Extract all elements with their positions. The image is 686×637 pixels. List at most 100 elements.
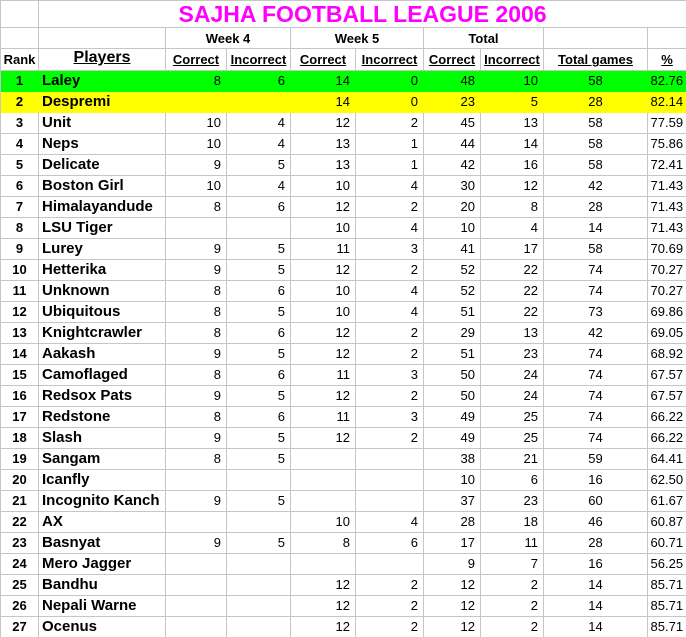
week4-correct-cell[interactable]: 9 <box>166 154 227 176</box>
player-name-cell[interactable]: Laley <box>39 70 166 92</box>
total-correct-cell[interactable]: 10 <box>424 217 481 239</box>
week5-incorrect-cell[interactable]: 2 <box>356 343 424 365</box>
week4-correct-cell[interactable] <box>166 574 227 596</box>
week4-incorrect-header[interactable]: Incorrect <box>227 49 291 71</box>
rank-cell[interactable]: 1 <box>1 70 39 92</box>
total-correct-cell[interactable]: 12 <box>424 616 481 637</box>
week5-correct-cell[interactable]: 11 <box>291 406 356 428</box>
week5-incorrect-cell[interactable]: 4 <box>356 175 424 197</box>
week4-group-header[interactable]: Week 4 <box>166 28 291 50</box>
player-name-cell[interactable]: Boston Girl <box>39 175 166 197</box>
total-incorrect-cell[interactable]: 18 <box>481 511 544 533</box>
week5-incorrect-cell[interactable] <box>356 448 424 470</box>
player-name-cell[interactable]: AX <box>39 511 166 533</box>
total-incorrect-cell[interactable]: 13 <box>481 322 544 344</box>
week4-correct-cell[interactable]: 9 <box>166 385 227 407</box>
total-correct-cell[interactable]: 49 <box>424 406 481 428</box>
total-incorrect-cell[interactable]: 22 <box>481 280 544 302</box>
week5-incorrect-header[interactable]: Incorrect <box>356 49 424 71</box>
week4-correct-cell[interactable]: 8 <box>166 406 227 428</box>
week4-incorrect-cell[interactable]: 5 <box>227 385 291 407</box>
total-incorrect-cell[interactable]: 2 <box>481 616 544 637</box>
week5-incorrect-cell[interactable]: 2 <box>356 112 424 134</box>
week4-correct-cell[interactable]: 10 <box>166 175 227 197</box>
rank-cell[interactable]: 25 <box>1 574 39 596</box>
week5-correct-cell[interactable]: 11 <box>291 364 356 386</box>
week4-correct-cell[interactable] <box>166 469 227 491</box>
week5-correct-cell[interactable]: 12 <box>291 343 356 365</box>
total-games-cell[interactable]: 14 <box>544 595 648 617</box>
total-correct-cell[interactable]: 12 <box>424 595 481 617</box>
week5-incorrect-cell[interactable] <box>356 490 424 512</box>
total-games-cell[interactable]: 42 <box>544 322 648 344</box>
week4-incorrect-cell[interactable]: 6 <box>227 70 291 92</box>
week4-correct-cell[interactable]: 8 <box>166 364 227 386</box>
total-correct-cell[interactable]: 42 <box>424 154 481 176</box>
player-name-cell[interactable]: Unit <box>39 112 166 134</box>
percent-cell[interactable]: 61.67 <box>648 491 686 512</box>
week4-incorrect-cell[interactable] <box>227 511 291 533</box>
empty-cell[interactable] <box>1 28 39 50</box>
week4-incorrect-cell[interactable]: 5 <box>227 448 291 470</box>
week4-correct-cell[interactable] <box>166 217 227 239</box>
empty-cell[interactable] <box>648 28 686 50</box>
week5-correct-cell[interactable] <box>291 448 356 470</box>
total-incorrect-cell[interactable]: 23 <box>481 490 544 512</box>
total-correct-cell[interactable]: 48 <box>424 70 481 92</box>
total-correct-cell[interactable]: 20 <box>424 196 481 218</box>
player-name-cell[interactable]: Hetterika <box>39 259 166 281</box>
week4-incorrect-cell[interactable] <box>227 91 291 113</box>
corner-cell[interactable] <box>1 1 39 29</box>
week5-correct-cell[interactable]: 10 <box>291 511 356 533</box>
rank-cell[interactable]: 7 <box>1 196 39 218</box>
rank-cell[interactable]: 17 <box>1 406 39 428</box>
week4-incorrect-cell[interactable]: 5 <box>227 427 291 449</box>
week5-incorrect-cell[interactable] <box>356 469 424 491</box>
total-correct-cell[interactable]: 12 <box>424 574 481 596</box>
total-group-header[interactable]: Total <box>424 28 544 50</box>
total-games-cell[interactable]: 73 <box>544 301 648 323</box>
total-games-cell[interactable]: 14 <box>544 574 648 596</box>
player-name-cell[interactable]: Basnyat <box>39 532 166 554</box>
week5-correct-cell[interactable]: 14 <box>291 70 356 92</box>
players-column-header[interactable]: Players <box>39 49 166 71</box>
week4-correct-cell[interactable]: 8 <box>166 196 227 218</box>
week4-correct-cell[interactable]: 8 <box>166 301 227 323</box>
rank-cell[interactable]: 16 <box>1 385 39 407</box>
percent-cell[interactable]: 66.22 <box>648 407 686 428</box>
player-name-cell[interactable]: Unknown <box>39 280 166 302</box>
week4-incorrect-cell[interactable]: 5 <box>227 490 291 512</box>
empty-cell[interactable] <box>39 28 166 50</box>
week5-incorrect-cell[interactable]: 4 <box>356 511 424 533</box>
total-incorrect-cell[interactable]: 25 <box>481 406 544 428</box>
rank-cell[interactable]: 27 <box>1 616 39 637</box>
week5-correct-cell[interactable]: 12 <box>291 112 356 134</box>
rank-cell[interactable]: 22 <box>1 511 39 533</box>
week5-correct-header[interactable]: Correct <box>291 49 356 71</box>
player-name-cell[interactable]: Delicate <box>39 154 166 176</box>
week4-incorrect-cell[interactable]: 6 <box>227 364 291 386</box>
rank-cell[interactable]: 6 <box>1 175 39 197</box>
week4-incorrect-cell[interactable]: 6 <box>227 322 291 344</box>
week4-correct-cell[interactable]: 9 <box>166 532 227 554</box>
player-name-cell[interactable]: Despremi <box>39 91 166 113</box>
week4-correct-cell[interactable]: 8 <box>166 70 227 92</box>
percent-cell[interactable]: 85.71 <box>648 617 686 637</box>
total-correct-cell[interactable]: 45 <box>424 112 481 134</box>
total-incorrect-cell[interactable]: 2 <box>481 595 544 617</box>
week4-correct-cell[interactable] <box>166 553 227 575</box>
percent-cell[interactable]: 67.57 <box>648 386 686 407</box>
rank-cell[interactable]: 19 <box>1 448 39 470</box>
week4-incorrect-cell[interactable]: 5 <box>227 259 291 281</box>
week5-incorrect-cell[interactable]: 2 <box>356 385 424 407</box>
week5-correct-cell[interactable]: 12 <box>291 595 356 617</box>
percent-cell[interactable]: 70.69 <box>648 239 686 260</box>
total-games-cell[interactable]: 74 <box>544 385 648 407</box>
percent-cell[interactable]: 85.71 <box>648 596 686 617</box>
rank-cell[interactable]: 14 <box>1 343 39 365</box>
percent-cell[interactable]: 68.92 <box>648 344 686 365</box>
total-games-cell[interactable]: 74 <box>544 406 648 428</box>
week5-correct-cell[interactable]: 13 <box>291 133 356 155</box>
empty-cell[interactable] <box>544 28 648 50</box>
week5-correct-cell[interactable]: 10 <box>291 217 356 239</box>
